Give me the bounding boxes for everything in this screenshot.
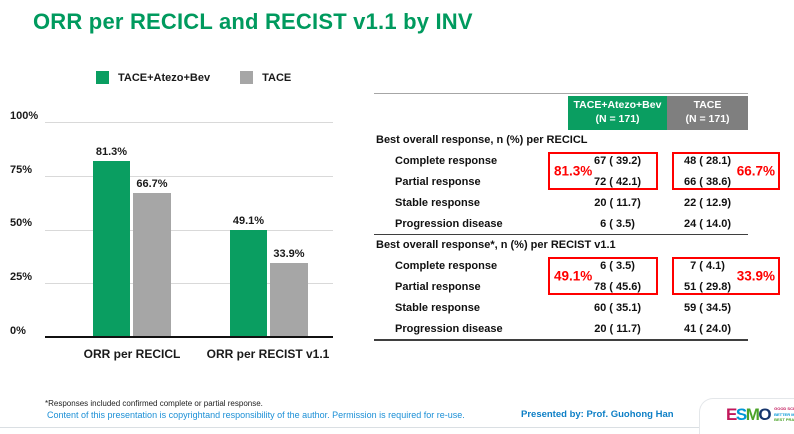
esmo-logo-tagline: GOOD SCIENCEBETTER MEDICINEBEST PRACTICE: [774, 406, 794, 423]
table-section-divider: [374, 234, 748, 235]
value-tace-atezo-bev: 78 ( 45.6): [593, 280, 642, 293]
results-table: TACE+Atezo+Bev (N = 171) TACE (N = 171) …: [374, 88, 780, 341]
table-row: Stable response 60 ( 35.1) 59 ( 34.5): [374, 297, 780, 318]
ytick-25: 25%: [10, 271, 33, 283]
value-tace-atezo-bev: 72 ( 42.1): [593, 175, 642, 188]
bottom-divider: [0, 427, 794, 428]
value-tace: 24 ( 14.0): [683, 217, 732, 230]
slide-title: ORR per RECICL and RECIST v1.1 by INV: [33, 9, 473, 34]
row-label: Progression disease: [395, 322, 503, 335]
esmo-letter-m: M: [745, 405, 760, 424]
ytick-75: 75%: [10, 164, 33, 176]
bar-tace-1: [270, 263, 308, 336]
column-header-n: (N = 171): [595, 113, 640, 125]
table-row: Complete response 6 ( 3.5) 7 ( 4.1): [374, 255, 780, 276]
esmo-tagline-line: BETTER MEDICINE: [774, 411, 794, 417]
value-tace-atezo-bev: 60 ( 35.1): [593, 301, 642, 314]
x-axis-line: [45, 336, 333, 338]
chart-legend: TACE+Atezo+Bev TACE: [96, 71, 291, 84]
legend-label: TACE: [262, 71, 292, 84]
table-row: Complete response 67 ( 39.2) 48 ( 28.1): [374, 150, 780, 171]
esmo-logo-inner: ESMO GOOD SCIENCEBETTER MEDICINEBEST PRA…: [726, 406, 794, 423]
bar-value-label: 49.1%: [232, 215, 265, 228]
value-tace: 22 ( 12.9): [683, 196, 732, 209]
category-label-recicl: ORR per RECICL: [83, 347, 181, 361]
bar-value-label: 81.3%: [95, 146, 128, 159]
footnote: *Responses included confirmed complete o…: [45, 399, 263, 408]
row-label: Partial response: [395, 280, 481, 293]
ytick-50: 50%: [10, 217, 33, 229]
presented-by: Presented by: Prof. Guohong Han: [521, 409, 674, 420]
column-header-label: TACE+Atezo+Bev: [573, 99, 662, 112]
table-row: Partial response 78 ( 45.6) 51 ( 29.8): [374, 276, 780, 297]
esmo-logo-letters: ESMO: [726, 405, 772, 424]
gridline-100: [45, 122, 333, 123]
table-header-row: TACE+Atezo+Bev (N = 171) TACE (N = 171): [568, 96, 780, 130]
esmo-tagline-line: BEST PRACTICE: [774, 417, 794, 423]
bar-value-label: 33.9%: [273, 248, 305, 261]
esmo-letter-o: O: [758, 405, 771, 424]
value-tace-atezo-bev: 20 ( 11.7): [594, 196, 641, 209]
table-row: Stable response 20 ( 11.7) 22 ( 12.9): [374, 192, 780, 213]
esmo-tagline-line: GOOD SCIENCE: [774, 406, 794, 412]
legend-item-tace: TACE: [240, 71, 291, 84]
value-tace: 59 ( 34.5): [683, 301, 732, 314]
legend-swatch-gray: [240, 71, 254, 84]
column-header-label: TACE: [693, 99, 722, 112]
table-bottom-rule: [374, 339, 748, 341]
row-label: Partial response: [395, 175, 481, 188]
bar-value-label: 66.7%: [136, 177, 168, 190]
row-label: Progression disease: [395, 217, 503, 230]
value-tace-atezo-bev: 6 ( 3.5): [600, 259, 635, 272]
bar-tace-atezo-bev-0: [93, 161, 130, 336]
legend-item-tace-atezo-bev: TACE+Atezo+Bev: [96, 71, 210, 84]
copyright-note: Content of this presentation is copyrigh…: [47, 410, 465, 420]
gridline-50: [45, 229, 333, 231]
esmo-logo: ESMO GOOD SCIENCEBETTER MEDICINEBEST PRA…: [699, 398, 794, 434]
table-row: Progression disease 6 ( 3.5) 24 ( 14.0): [374, 213, 780, 234]
table-row: Partial response 72 ( 42.1) 66 ( 38.6): [374, 171, 780, 192]
column-header-n: (N = 171): [685, 113, 730, 125]
value-tace-atezo-bev: 67 ( 39.2): [593, 154, 642, 167]
legend-swatch-green: [96, 71, 109, 84]
section-header-recist: Best overall response*, n (%) per RECIST…: [376, 239, 616, 251]
section-header-recicl: Best overall response, n (%) per RECICL: [376, 134, 588, 146]
column-header-tace: TACE (N = 171): [667, 96, 748, 130]
row-label: Stable response: [395, 196, 480, 209]
value-tace: 51 ( 29.8): [683, 280, 732, 293]
value-tace: 7 ( 4.1): [690, 259, 725, 272]
table-row: Progression disease 20 ( 11.7) 41 ( 24.0…: [374, 318, 780, 339]
value-tace: 66 ( 38.6): [683, 175, 732, 188]
value-tace-atezo-bev: 6 ( 3.5): [600, 217, 635, 230]
legend-label: TACE+Atezo+Bev: [118, 71, 211, 84]
row-label: Complete response: [395, 259, 498, 272]
esmo-letter-e: E: [726, 405, 737, 424]
bar-tace-atezo-bev-1: [230, 230, 267, 336]
column-header-tace-atezo-bev: TACE+Atezo+Bev (N = 171): [568, 96, 667, 130]
ytick-100: 100%: [10, 110, 39, 122]
esmo-letter-s: S: [735, 405, 747, 424]
gridline-75: [45, 175, 333, 177]
table-top-rule: [374, 93, 748, 94]
ytick-0: 0%: [10, 325, 26, 337]
bar-chart-plot-area: 81.3% 66.7% 49.1% 33.9%: [45, 122, 333, 338]
row-label: Complete response: [395, 154, 498, 167]
value-tace-atezo-bev: 20 ( 11.7): [594, 322, 641, 335]
value-tace: 48 ( 28.1): [683, 154, 732, 167]
row-label: Stable response: [395, 301, 480, 314]
category-label-recist: ORR per RECIST v1.1: [206, 347, 330, 361]
gridline-25: [45, 283, 333, 285]
value-tace: 41 ( 24.0): [683, 322, 732, 335]
bar-tace-0: [133, 192, 171, 336]
